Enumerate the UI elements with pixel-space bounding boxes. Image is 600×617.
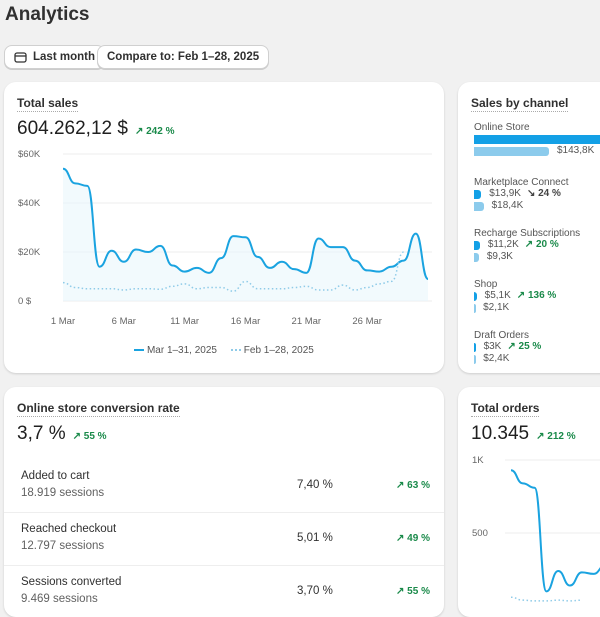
- x-tick-label: 16 Mar: [231, 316, 261, 327]
- funnel-rate: 5,01 %: [297, 532, 333, 544]
- y-tick-label: 0 $: [18, 296, 32, 307]
- chart-legend: Mar 1–31, 2025 Feb 1–28, 2025: [4, 345, 444, 356]
- series-line-previous: [62, 251, 405, 292]
- channel-change: ↗ 20 %: [524, 239, 559, 250]
- channel-previous-bar[interactable]: [474, 253, 479, 262]
- channel-current-value: $13,9K: [489, 188, 521, 199]
- channel-previous-bar[interactable]: [474, 304, 476, 313]
- funnel-rate: 7,40 %: [297, 479, 333, 491]
- legend-previous[interactable]: Feb 1–28, 2025: [231, 345, 314, 356]
- funnel-step-name: Added to cart: [21, 470, 90, 482]
- channel-current-value: $5,1K: [484, 290, 511, 301]
- total-orders-change: ↗ 212 %: [536, 431, 576, 442]
- total-orders-card: Total orders 10.345 ↗ 212 % 500 1K: [458, 387, 600, 617]
- date-range-button[interactable]: Last month: [4, 45, 105, 69]
- channel-previous-bar[interactable]: [474, 147, 549, 156]
- total-orders-chart: 500 1K: [472, 455, 600, 602]
- channel-previous-value: $9,3K: [486, 251, 513, 262]
- channel-current-bar[interactable]: [474, 343, 476, 352]
- x-tick-label: 21 Mar: [292, 316, 322, 327]
- channel-previous-value: $143,8K: [557, 145, 595, 156]
- funnel-row: Reached checkout 12.797 sessions 5,01 % ↗ 4…: [4, 513, 444, 566]
- total-sales-title[interactable]: Total sales: [17, 96, 79, 112]
- legend-current[interactable]: Mar 1–31, 2025: [134, 345, 217, 356]
- date-range-label: Last month: [33, 51, 95, 63]
- total-sales-change: ↗ 242 %: [134, 126, 175, 137]
- channel-current-row: $11,2K ↗ 20 %: [488, 239, 559, 250]
- channel-previous-value: $2,4K: [483, 353, 510, 364]
- compare-label: Compare to: Feb 1–28, 2025: [107, 51, 260, 63]
- x-tick-label: 6 Mar: [112, 316, 136, 327]
- funnel-sessions: 18.919 sessions: [21, 487, 105, 499]
- channel-previous-bar[interactable]: [474, 355, 476, 364]
- channel-change: ↗ 25 %: [507, 341, 542, 352]
- funnel-sessions: 12.797 sessions: [21, 540, 105, 552]
- funnel-change: ↗ 63 %: [396, 480, 430, 491]
- channel-change: ↗ 136 %: [516, 290, 557, 301]
- channel-name: Marketplace Connect: [474, 177, 569, 188]
- channel-current-value: $11,2K: [487, 239, 519, 250]
- funnel-rate: 3,70 %: [297, 585, 333, 597]
- channel-previous-bar[interactable]: [474, 202, 484, 211]
- channel-current-bar[interactable]: [474, 292, 477, 301]
- channel-current-bar[interactable]: [474, 241, 480, 250]
- channel-current-bar[interactable]: [474, 190, 482, 199]
- channel-name: Draft Orders: [474, 330, 530, 341]
- channel-name: Online Store: [474, 122, 530, 133]
- y-tick-label: 500: [472, 528, 488, 539]
- x-tick-label: 11 Mar: [170, 316, 199, 327]
- channel-current-row: $3K ↗ 25 %: [484, 341, 542, 352]
- channel-current-row: $13,9K ↘ 24 %: [489, 188, 561, 199]
- calendar-icon: [14, 52, 27, 63]
- total-sales-value: 604.262,12 $: [17, 118, 128, 139]
- channel-current-row: $5,1K ↗ 136 %: [485, 290, 557, 301]
- funnel-sessions: 9.469 sessions: [21, 593, 98, 605]
- page-title: Analytics: [5, 4, 90, 25]
- funnel-step-name: Sessions converted: [21, 576, 122, 588]
- conversion-title[interactable]: Online store conversion rate: [17, 401, 180, 417]
- compare-button[interactable]: Compare to: Feb 1–28, 2025: [97, 45, 270, 69]
- y-tick-label: $40K: [18, 198, 41, 209]
- y-tick-label: $60K: [18, 149, 41, 160]
- y-tick-label: 1K: [472, 455, 484, 466]
- channel-name: Shop: [474, 279, 498, 290]
- funnel-change: ↗ 55 %: [396, 586, 430, 597]
- x-tick-label: 26 Mar: [352, 316, 382, 327]
- channel-change: ↘ 24 %: [526, 188, 561, 199]
- channel-name: Recharge Subscriptions: [474, 228, 581, 239]
- conversion-change: ↗ 55 %: [72, 431, 107, 442]
- series-area: [63, 168, 428, 301]
- conversion-value: 3,7 %: [17, 423, 66, 444]
- total-sales-chart: 0 $ $20K $40K $60K 1 Mar 6 Mar 11 Mar 16 Mar 21 …: [18, 149, 432, 327]
- total-orders-title[interactable]: Total orders: [471, 401, 540, 417]
- y-tick-label: $20K: [18, 247, 41, 258]
- sales-by-channel-card: Sales by channel Online Store $143,8K Mar…: [458, 82, 600, 373]
- total-orders-value: 10.345: [471, 423, 530, 444]
- funnel-row: Sessions converted 9.469 sessions 3,70 % ↗ …: [4, 566, 444, 617]
- total-sales-card: Total sales 604.262,12 $ ↗ 242 % 0 $ $20K $…: [4, 82, 444, 373]
- orders-series-line: [510, 469, 600, 593]
- orders-series-line: [510, 596, 582, 602]
- series-line-current: [62, 167, 429, 280]
- funnel-step-name: Reached checkout: [21, 523, 117, 535]
- channel-current-value: $3K: [483, 341, 502, 352]
- funnel-row: Added to cart 18.919 sessions 7,40 % ↗ 63 %: [4, 460, 444, 513]
- funnel-change: ↗ 49 %: [396, 533, 430, 544]
- sales-by-channel-title[interactable]: Sales by channel: [471, 96, 569, 112]
- x-tick-label: 1 Mar: [51, 316, 75, 327]
- channel-current-bar[interactable]: [474, 135, 600, 144]
- channel-previous-value: $18,4K: [491, 200, 524, 211]
- channel-previous-value: $2,1K: [483, 302, 510, 313]
- conversion-card: Online store conversion rate 3,7 % ↗ 55 %…: [4, 387, 444, 617]
